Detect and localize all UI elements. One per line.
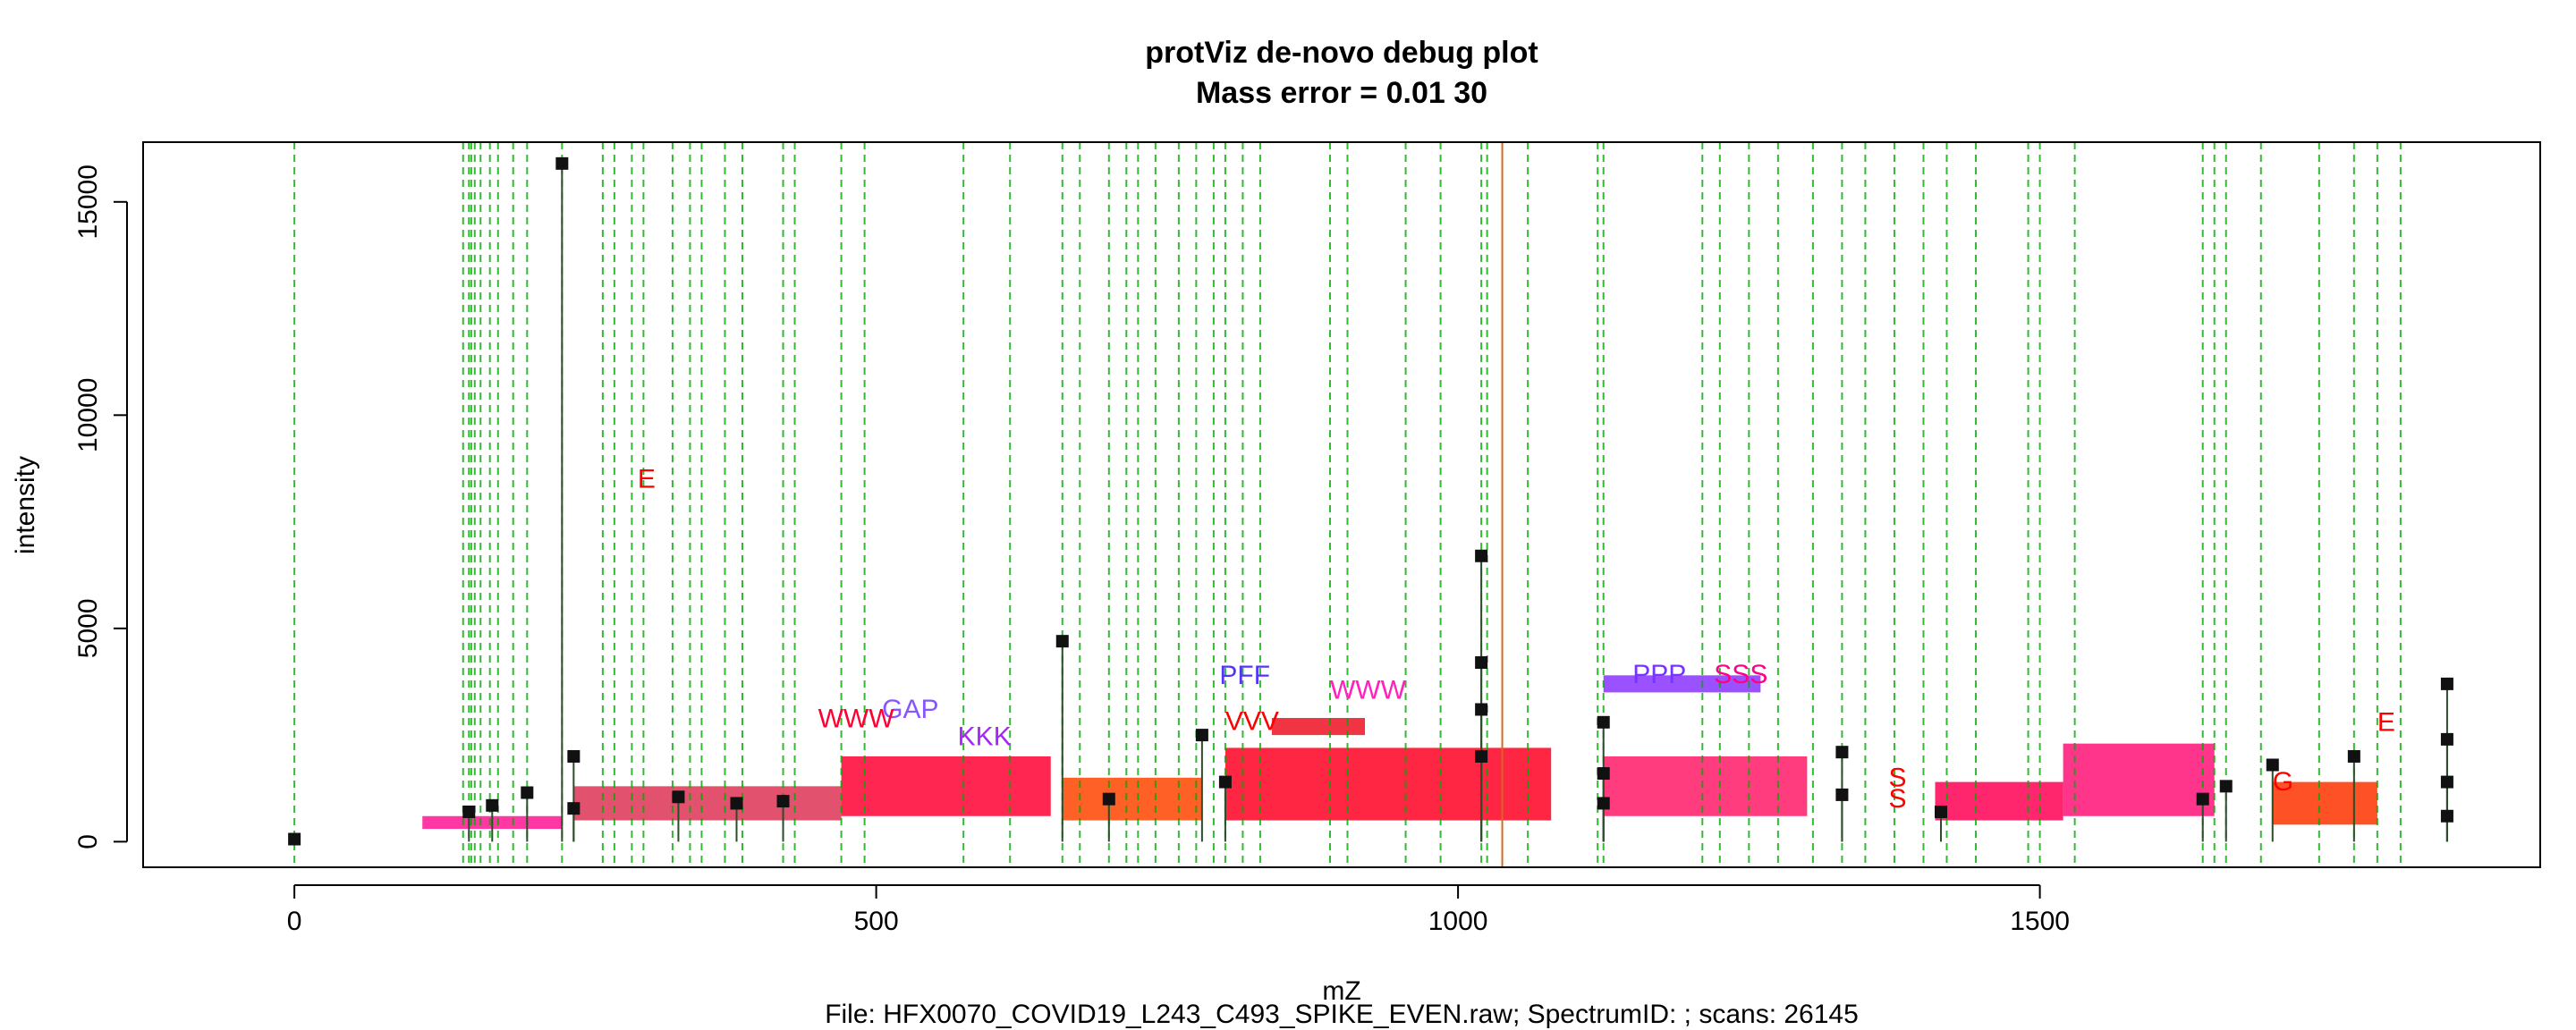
peak-point [2219,780,2233,793]
label-cluster [1271,718,1366,736]
peak-point [2196,792,2209,806]
peak-point [1475,549,1488,562]
peak-point [1935,805,1947,818]
y-axis: 0 5000 10000 15000 [73,165,128,849]
annotation-label: PPP [1632,660,1686,689]
peak-point [1475,749,1488,763]
label-cluster [2272,781,2377,825]
label-cluster [1603,756,1808,816]
annotation-label: VVV [1225,706,1279,736]
peak-point [2347,749,2360,763]
x-tick-label: 500 [854,907,899,936]
peak-point [1597,797,1610,810]
annotation-label: SSS [1714,660,1767,689]
annotation-label: G [2273,767,2293,797]
plot-frame [142,141,2541,868]
peak-point [1102,792,1115,806]
peak-point [2440,775,2453,789]
label-cluster [2063,743,2215,816]
peak-point [1055,635,1069,648]
label-clusters [422,675,2377,830]
y-axis-label: intensity [11,456,40,554]
peak-point [672,790,685,804]
peak-point [555,156,569,170]
peak-point [1195,729,1208,742]
peak-point [776,795,790,808]
peak-point [2440,732,2453,746]
annotation-label: PFF [1219,661,1270,690]
label-cluster [841,756,1051,816]
annotation-label: GAP [882,695,938,724]
peak-point [567,802,580,815]
annotation-label: E [638,464,656,494]
peak-point [1597,715,1610,729]
annotation-label: S [1888,763,1906,792]
peak-point [1475,656,1488,670]
peak-point [1835,788,1849,801]
peak-point [1597,767,1610,781]
peak-point [2440,809,2453,823]
peak-point [1218,775,1232,789]
peak-stems [293,163,2448,842]
x-axis: 0 500 1000 1500 [287,884,2070,936]
annotation-label: S [1888,784,1906,814]
label-cluster [1935,781,2063,821]
peak-points [288,156,2453,846]
y-tick-label: 15000 [73,165,103,239]
x-axis-label: mZ [1322,976,1360,1006]
y-tick-label: 0 [73,834,103,849]
annotation-label: WWW [818,705,895,734]
label-cluster [1062,777,1202,821]
file-caption: File: HFX0070_COVID19_L243_C493_SPIKE_EV… [825,1000,1859,1029]
peak-point [1835,746,1849,759]
annotation-label: WWW [1330,676,1407,705]
peak-point [521,786,534,799]
chart-title: protViz de-novo debug plot [1145,36,1538,70]
peak-point [288,832,301,846]
annotation-label: KKK [958,722,1012,752]
peak-point [462,805,476,818]
peak-point [2440,677,2453,690]
label-cluster [1224,747,1552,821]
peak-point [1475,703,1488,716]
label-cluster [573,786,842,821]
annotation-label: E [2377,707,2395,737]
peak-point [730,797,743,810]
chart-subtitle: Mass error = 0.01 30 [1196,76,1487,110]
x-tick-label: 1500 [2010,907,2070,936]
peak-point [567,749,580,763]
x-tick-label: 1000 [1428,907,1488,936]
y-tick-label: 5000 [73,598,103,658]
y-tick-label: 10000 [73,378,103,452]
peak-point [2266,758,2279,772]
x-tick-label: 0 [287,907,302,936]
label-cluster [1603,675,1761,693]
peak-point [486,798,499,812]
